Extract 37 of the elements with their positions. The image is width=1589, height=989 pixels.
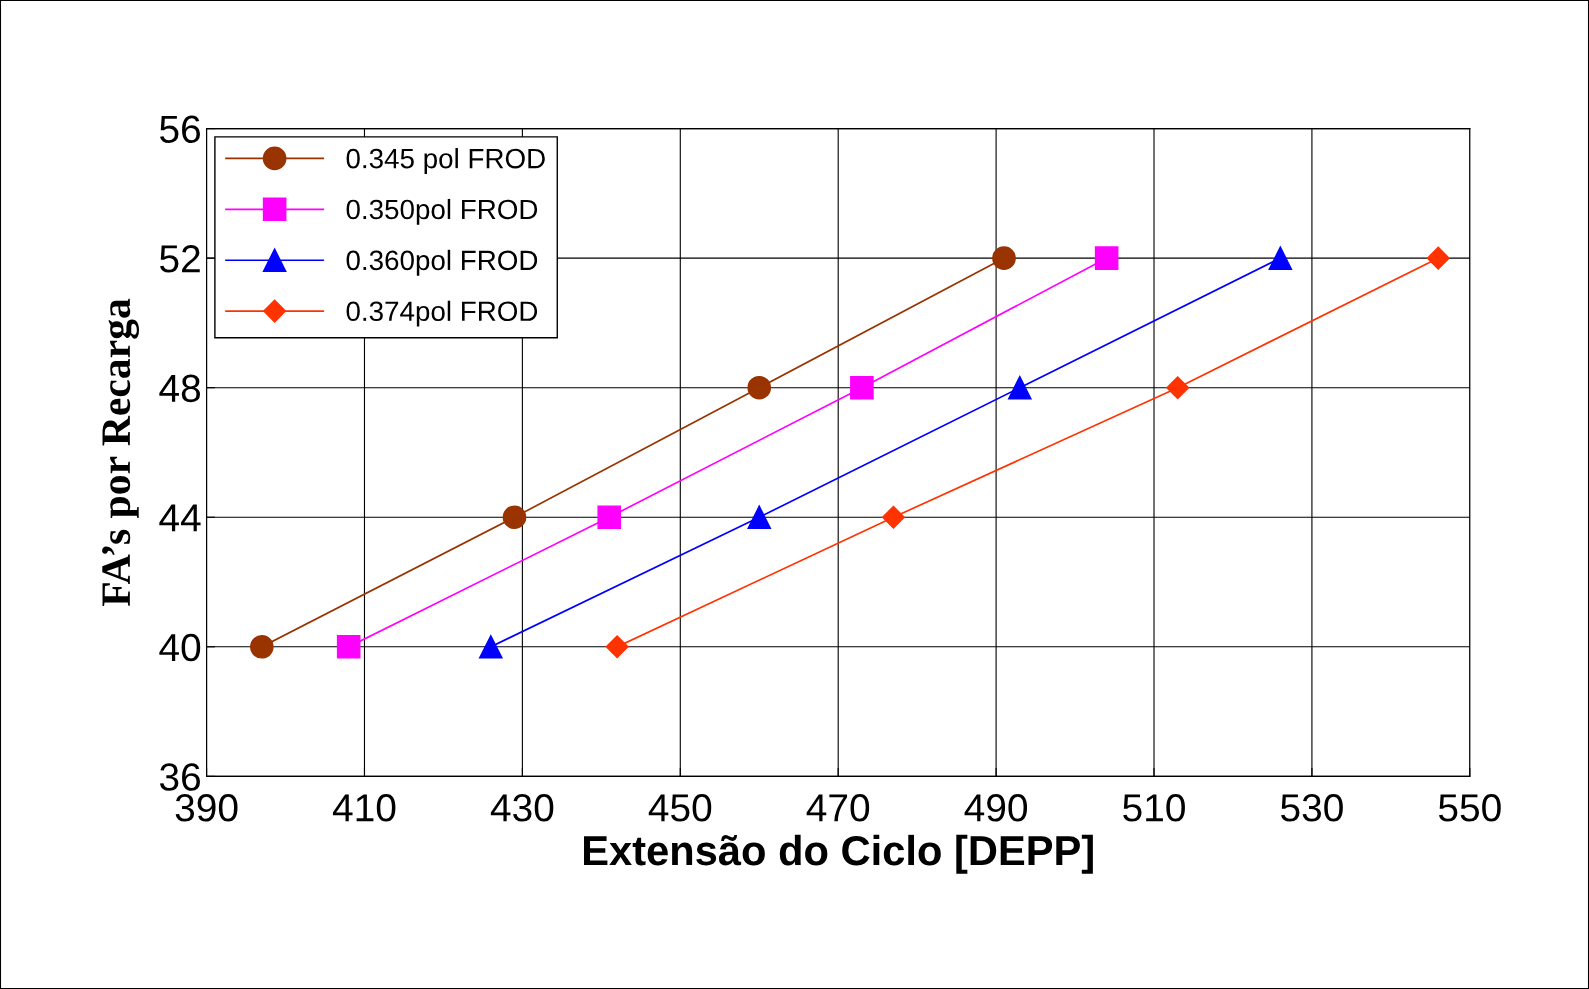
point (336, 634, 361, 659)
legend-label: 0.374pol FROD (346, 300, 538, 327)
y-tick-label: 56 (160, 115, 200, 144)
y-tick-label: 44 (159, 504, 201, 532)
point (605, 635, 629, 659)
y-tick-label: 36 (159, 763, 200, 791)
y-tick-label: 48 (159, 374, 201, 403)
x-tick-label: 510 (1123, 794, 1185, 822)
legend-label: 0.360pol FROD (346, 249, 538, 276)
point (1166, 376, 1190, 400)
point (747, 505, 772, 530)
y-tick-label: 52 (160, 245, 200, 273)
y-axis-title: FA’s por Recarga (102, 298, 140, 607)
x-tick-label: 450 (648, 794, 712, 822)
point (1268, 246, 1293, 270)
x-tick-label: 410 (332, 794, 396, 822)
point (881, 505, 905, 529)
x-axis-title: Extensão do Ciclo [DEPP] (584, 834, 1093, 874)
x-tick-label: 470 (806, 794, 870, 822)
point (597, 505, 622, 530)
legend-label: 0.350pol FROD (346, 198, 538, 225)
x-tick-label: 490 (964, 794, 1028, 822)
point (850, 375, 874, 400)
point (478, 634, 503, 659)
point (992, 246, 1016, 270)
point (1007, 375, 1032, 400)
x-tick-label: 430 (490, 794, 554, 822)
x-tick-label: 390 (175, 794, 238, 822)
point (747, 375, 772, 400)
point (1094, 246, 1119, 270)
x-tick-label: 530 (1281, 794, 1343, 822)
point (1426, 246, 1450, 270)
x-tick-label: 550 (1438, 794, 1501, 822)
point (250, 634, 274, 659)
point (502, 505, 527, 530)
legend-label: 0.345 pol FROD (346, 148, 545, 174)
y-tick-label: 40 (159, 633, 201, 662)
